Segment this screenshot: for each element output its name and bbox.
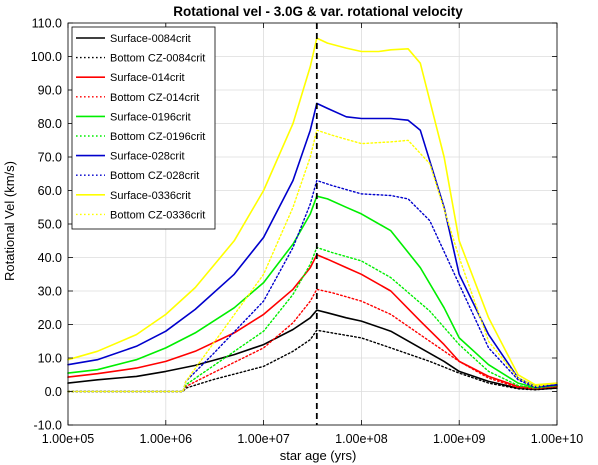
series-line-2 [67, 329, 558, 393]
y-tick-label: 60.0 [38, 184, 62, 198]
legend-label: Bottom CZ-0084crit [110, 53, 205, 65]
x-tick-label: 1.00e+07 [237, 432, 290, 446]
legend: Surface-0084crit Bottom CZ-0084crit Surfac… [71, 26, 216, 230]
y-tick-label: 110.0 [32, 17, 62, 31]
x-tick-label: 1.00e+09 [433, 432, 486, 446]
series-lines [67, 37, 558, 393]
y-tick-label: 50.0 [38, 218, 62, 232]
x-tick-label: 1.00e+06 [140, 432, 193, 446]
y-tick-label: 90.0 [38, 84, 62, 98]
legend-label: Surface-028crit [110, 151, 185, 163]
series-line-3 [67, 254, 558, 389]
legend-label: Bottom CZ-028crit [110, 170, 199, 182]
series-line-1 [67, 309, 558, 391]
legend-label: Bottom CZ-0336crit [110, 209, 205, 221]
axis-ticks: 1.00e+05 1.00e+06 1.00e+07 1.00e+08 1.00e+09… [31, 17, 584, 447]
y-tick-label: 0.0 [45, 385, 62, 399]
legend-label: Surface-014crit [110, 72, 185, 84]
y-tick-label: 40.0 [38, 251, 62, 265]
legend-label: Bottom CZ-0196crit [110, 131, 205, 143]
x-axis-label: star age (yrs) [280, 448, 357, 463]
series-line-6 [67, 246, 558, 393]
legend-label: Surface-0084crit [110, 33, 191, 45]
legend-label: Surface-0336crit [110, 190, 191, 202]
y-tick-label: 20.0 [38, 318, 62, 332]
y-tick-label: 30.0 [38, 285, 62, 299]
legend-label: Bottom CZ-014crit [110, 92, 199, 104]
x-tick-label: 1.00e+08 [335, 432, 388, 446]
chart-title: Rotational vel - 3.0G & var. rotational … [173, 4, 463, 19]
y-tick-label: 80.0 [38, 117, 62, 131]
x-tick-label: 1.00e+10 [531, 432, 584, 446]
series-line-5 [67, 195, 558, 389]
y-tick-label: 100.0 [31, 50, 62, 64]
series-line-10 [67, 129, 558, 393]
y-tick-label: -10.0 [34, 419, 63, 433]
y-axis-label: Rotational Vel (km/s) [2, 161, 17, 281]
y-tick-label: 70.0 [38, 151, 62, 165]
series-line-7 [67, 102, 558, 388]
legend-label: Surface-0196crit [110, 111, 191, 123]
y-tick-label: 10.0 [38, 352, 62, 366]
x-tick-label: 1.00e+05 [42, 432, 95, 446]
series-line-9 [67, 37, 558, 386]
series-line-4 [67, 288, 558, 393]
series-line-8 [67, 179, 558, 393]
